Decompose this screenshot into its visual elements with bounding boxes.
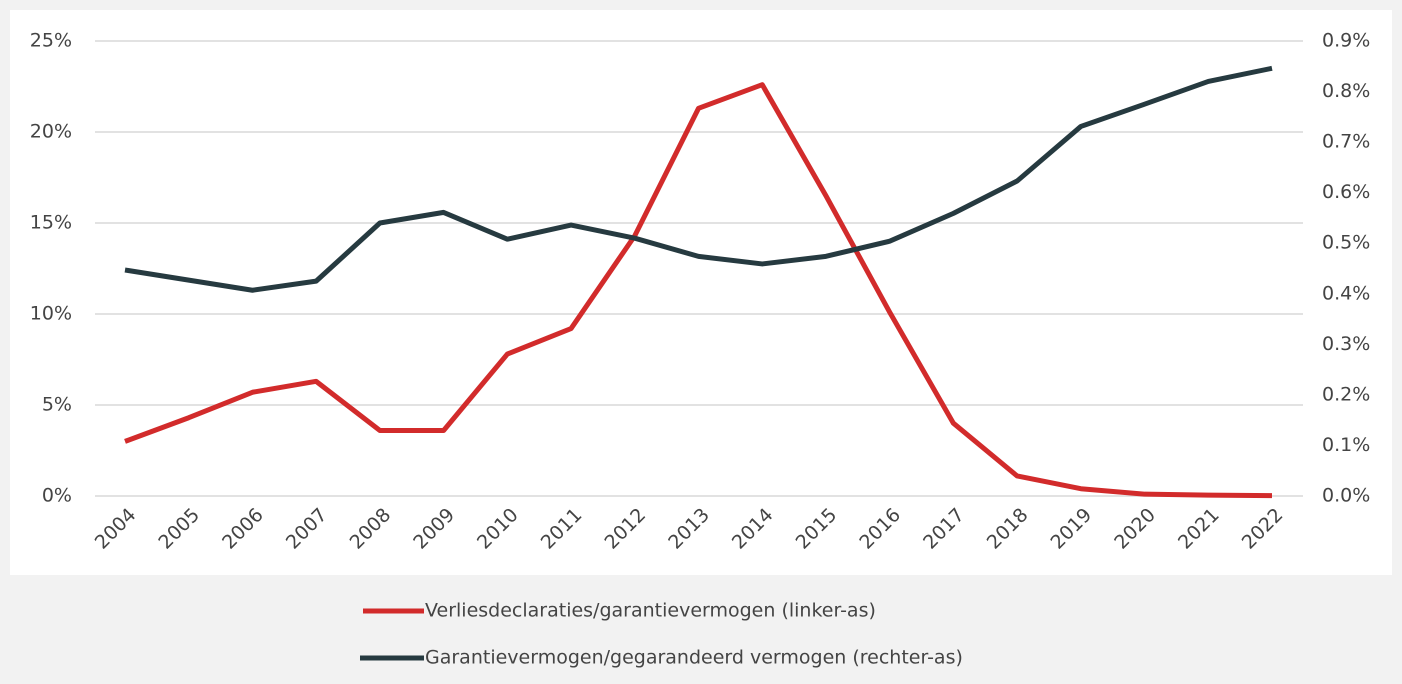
y2-tick-label: 0.3% — [1322, 333, 1370, 355]
y2-tick-label: 0.2% — [1322, 383, 1370, 405]
y-tick-label: 10% — [30, 303, 72, 325]
y2-tick-label: 0.1% — [1322, 434, 1370, 456]
y2-tick-label: 0.4% — [1322, 282, 1370, 304]
series-line — [124, 82, 1273, 499]
y-tick-label: 5% — [42, 394, 72, 416]
y2-tick-label: 0.5% — [1322, 232, 1370, 254]
series-line — [124, 65, 1273, 293]
y-tick-label: 20% — [30, 121, 72, 143]
y-tick-label: 0% — [42, 485, 72, 507]
y2-tick-label: 0.0% — [1322, 485, 1370, 507]
plot-background — [10, 10, 1392, 575]
y-tick-label: 25% — [30, 30, 72, 52]
y2-tick-label: 0.9% — [1322, 30, 1370, 52]
legend-label: Verliesdeclaraties/garantievermogen (lin… — [425, 600, 876, 622]
y-tick-label: 15% — [30, 212, 72, 234]
legend-label: Garantievermogen/gegarandeerd vermogen (… — [425, 647, 963, 669]
y2-tick-label: 0.7% — [1322, 131, 1370, 153]
y2-tick-label: 0.6% — [1322, 181, 1370, 203]
y2-tick-label: 0.8% — [1322, 80, 1370, 102]
